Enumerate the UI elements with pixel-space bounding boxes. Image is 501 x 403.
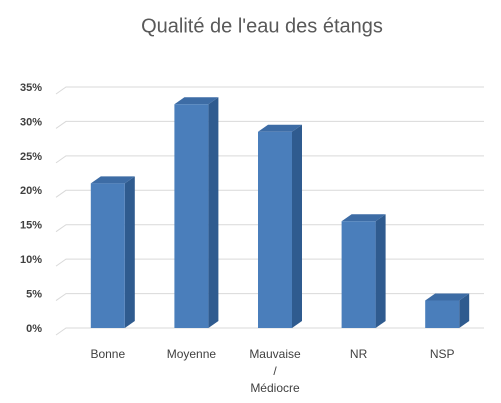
bar-side bbox=[375, 214, 386, 328]
y-tick-label: 20% bbox=[20, 185, 42, 197]
grid-line bbox=[55, 120, 484, 129]
y-tick-label: 15% bbox=[20, 220, 42, 232]
grid-line bbox=[55, 86, 484, 95]
bar-side bbox=[124, 176, 135, 328]
y-tick-label: 25% bbox=[20, 151, 42, 163]
x-tick-label: NR bbox=[349, 347, 368, 361]
bar-side bbox=[208, 97, 219, 328]
bar-top bbox=[174, 97, 219, 105]
bar bbox=[90, 176, 135, 328]
grid-line bbox=[55, 327, 484, 336]
y-tick-label: 10% bbox=[20, 254, 42, 266]
bar bbox=[258, 124, 302, 328]
grid-line bbox=[55, 155, 484, 164]
x-tick-label: Moyenne bbox=[166, 347, 217, 361]
bar-side bbox=[459, 293, 470, 328]
bar-front bbox=[425, 300, 460, 328]
bar-front bbox=[258, 131, 292, 328]
y-tick-label: 35% bbox=[20, 82, 42, 94]
y-tick-label: 30% bbox=[20, 116, 42, 128]
x-tick-label: NSP bbox=[429, 347, 455, 361]
x-tick-label: Mauvaise / Médiocre bbox=[249, 347, 301, 395]
bar-top bbox=[90, 176, 135, 184]
bar-side bbox=[292, 124, 302, 328]
bar-front bbox=[90, 183, 125, 328]
chart-title: Qualité de l'eau des étangs bbox=[141, 15, 383, 37]
x-tick-label: Bonne bbox=[90, 347, 126, 361]
bar-front bbox=[174, 104, 209, 328]
grid-line bbox=[55, 189, 484, 198]
bar-top bbox=[425, 293, 470, 301]
bar-top bbox=[341, 214, 386, 222]
bar bbox=[174, 97, 219, 328]
bar bbox=[425, 293, 470, 328]
bar bbox=[341, 214, 386, 328]
y-tick-label: 0% bbox=[26, 323, 42, 335]
bar-top bbox=[258, 124, 302, 132]
y-tick-label: 5% bbox=[26, 288, 42, 300]
bar-front bbox=[341, 221, 376, 328]
